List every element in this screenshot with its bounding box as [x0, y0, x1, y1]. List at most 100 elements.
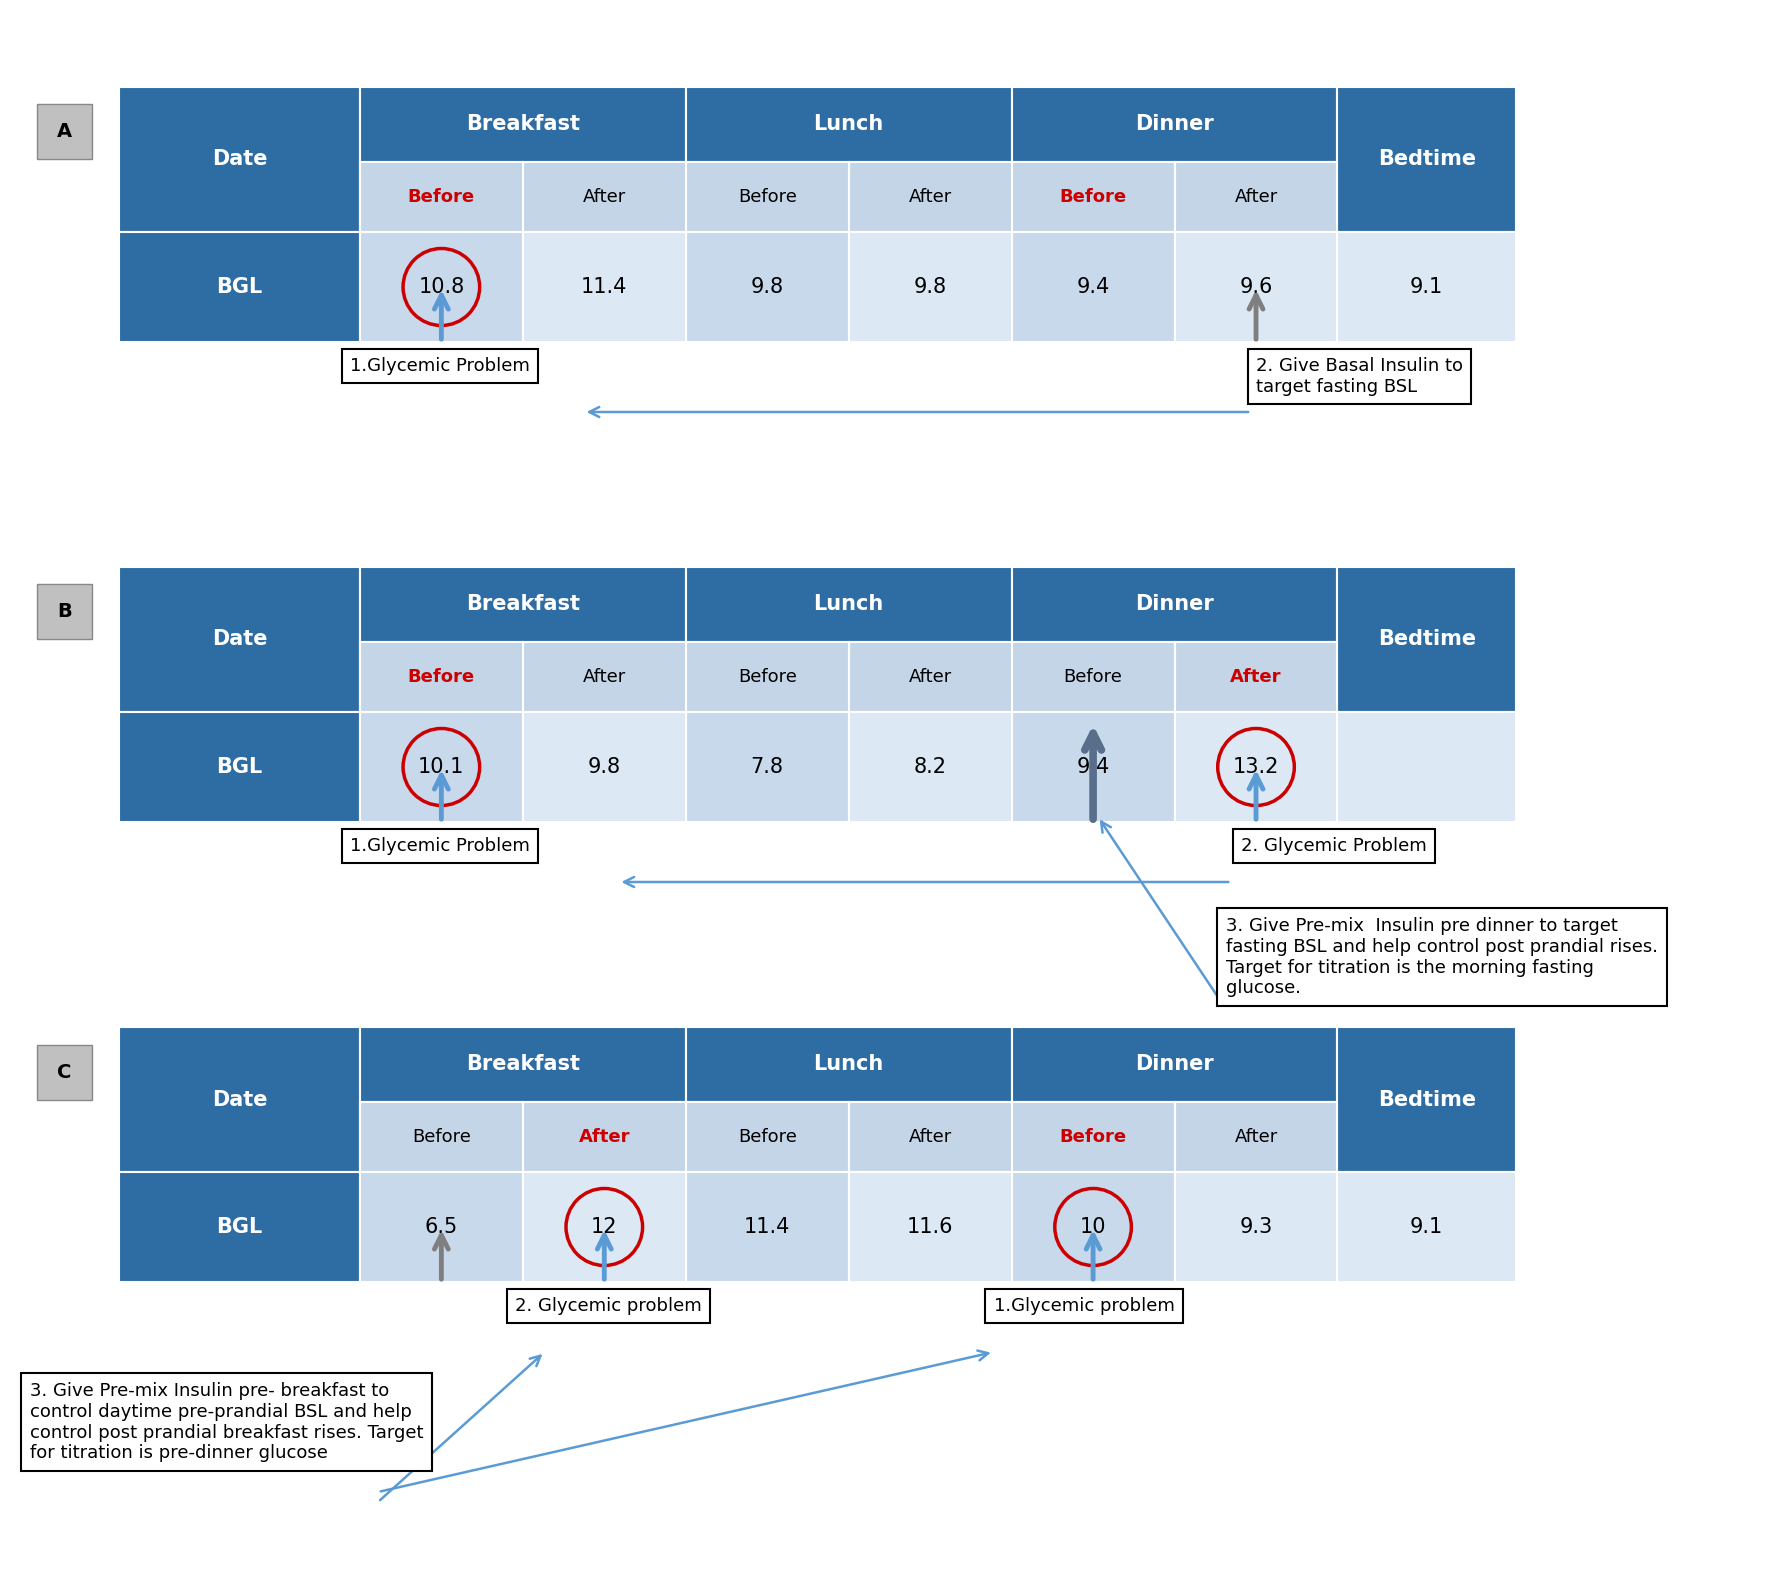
Bar — [119, 568, 359, 711]
Bar — [523, 711, 686, 822]
Bar — [37, 104, 92, 159]
Text: After: After — [1234, 188, 1278, 207]
Text: 10: 10 — [1079, 1217, 1106, 1236]
Text: 13.2: 13.2 — [1232, 757, 1278, 777]
Bar — [359, 1172, 523, 1282]
Bar — [1012, 711, 1175, 822]
Text: 7.8: 7.8 — [750, 757, 784, 777]
Bar — [1337, 87, 1517, 232]
Text: 1.Glycemic Problem: 1.Glycemic Problem — [350, 837, 530, 855]
Text: Before: Before — [1060, 1128, 1127, 1146]
Text: C: C — [57, 1063, 71, 1082]
Bar — [119, 711, 359, 822]
Text: Date: Date — [212, 150, 267, 169]
Text: 9.8: 9.8 — [750, 278, 784, 296]
Text: 9.3: 9.3 — [1239, 1217, 1273, 1236]
Bar — [1175, 1172, 1337, 1282]
Text: Lunch: Lunch — [814, 595, 884, 615]
Bar — [686, 232, 848, 342]
Bar — [1337, 711, 1517, 822]
Text: B: B — [57, 602, 73, 621]
Bar — [686, 568, 1012, 642]
Text: Before: Before — [738, 1128, 797, 1146]
Text: 11.4: 11.4 — [743, 1217, 791, 1236]
Bar — [1337, 232, 1517, 342]
Text: 9.8: 9.8 — [589, 757, 621, 777]
Text: Date: Date — [212, 629, 267, 650]
Text: 9.6: 9.6 — [1239, 278, 1273, 296]
Text: Dinner: Dinner — [1134, 595, 1214, 615]
Bar — [848, 711, 1012, 822]
Text: Dinner: Dinner — [1134, 1055, 1214, 1074]
Text: Breakfast: Breakfast — [466, 1055, 580, 1074]
Bar — [119, 232, 359, 342]
Text: Dinner: Dinner — [1134, 115, 1214, 134]
Text: 10.8: 10.8 — [418, 278, 464, 296]
Text: BGL: BGL — [217, 757, 263, 777]
Text: Before: Before — [738, 188, 797, 207]
Bar — [1175, 232, 1337, 342]
Text: 10.1: 10.1 — [418, 757, 464, 777]
Bar — [686, 711, 848, 822]
Bar — [848, 232, 1012, 342]
Bar — [359, 1027, 686, 1102]
Bar — [523, 1172, 686, 1282]
Bar — [1012, 1027, 1337, 1102]
Text: 9.1: 9.1 — [1410, 1217, 1444, 1236]
Bar — [37, 1044, 92, 1099]
Text: Before: Before — [1063, 669, 1122, 686]
Bar — [1175, 711, 1337, 822]
Text: 8.2: 8.2 — [914, 757, 946, 777]
Text: 2. Glycemic problem: 2. Glycemic problem — [516, 1296, 702, 1315]
Text: After: After — [909, 188, 951, 207]
Text: 9.4: 9.4 — [1076, 757, 1109, 777]
Bar — [686, 1027, 1012, 1102]
Bar — [1012, 1172, 1175, 1282]
Text: Before: Before — [407, 669, 475, 686]
Text: Before: Before — [412, 1128, 471, 1146]
Text: BGL: BGL — [217, 1217, 263, 1236]
Bar — [1337, 1172, 1517, 1282]
Bar — [1337, 1027, 1517, 1172]
Text: After: After — [583, 188, 626, 207]
Bar — [1012, 568, 1337, 642]
Text: Bedtime: Bedtime — [1378, 1090, 1476, 1110]
Bar — [359, 642, 1337, 711]
Text: Bedtime: Bedtime — [1378, 629, 1476, 650]
Text: 1.Glycemic Problem: 1.Glycemic Problem — [350, 356, 530, 375]
Text: 12: 12 — [590, 1217, 617, 1236]
Bar — [359, 568, 686, 642]
Text: After: After — [1234, 1128, 1278, 1146]
Text: Before: Before — [407, 188, 475, 207]
Bar — [359, 87, 686, 162]
Text: 1.Glycemic problem: 1.Glycemic problem — [994, 1296, 1175, 1315]
Bar — [37, 585, 92, 640]
Text: Bedtime: Bedtime — [1378, 150, 1476, 169]
Text: After: After — [583, 669, 626, 686]
Text: 9.8: 9.8 — [914, 278, 946, 296]
Text: After: After — [578, 1128, 629, 1146]
Text: Breakfast: Breakfast — [466, 595, 580, 615]
Text: 9.1: 9.1 — [1410, 278, 1444, 296]
Bar — [359, 232, 523, 342]
Text: Breakfast: Breakfast — [466, 115, 580, 134]
Bar — [119, 1172, 359, 1282]
Bar — [119, 87, 359, 232]
Text: After: After — [1230, 669, 1282, 686]
Text: 3. Give Pre-mix Insulin pre- breakfast to
control daytime pre-prandial BSL and h: 3. Give Pre-mix Insulin pre- breakfast t… — [30, 1381, 423, 1462]
Text: Date: Date — [212, 1090, 267, 1110]
Text: Lunch: Lunch — [814, 1055, 884, 1074]
Text: BGL: BGL — [217, 278, 263, 296]
Text: 11.4: 11.4 — [581, 278, 628, 296]
Bar — [686, 87, 1012, 162]
Bar — [848, 1172, 1012, 1282]
Text: 9.4: 9.4 — [1076, 278, 1109, 296]
Text: After: After — [909, 1128, 951, 1146]
Text: Before: Before — [1060, 188, 1127, 207]
Text: 2. Glycemic Problem: 2. Glycemic Problem — [1241, 837, 1428, 855]
Text: Before: Before — [738, 669, 797, 686]
Bar — [1012, 232, 1175, 342]
Text: 3. Give Pre-mix  Insulin pre dinner to target
fasting BSL and help control post : 3. Give Pre-mix Insulin pre dinner to ta… — [1227, 916, 1659, 997]
Bar — [359, 1102, 1337, 1172]
Text: A: A — [57, 123, 73, 142]
